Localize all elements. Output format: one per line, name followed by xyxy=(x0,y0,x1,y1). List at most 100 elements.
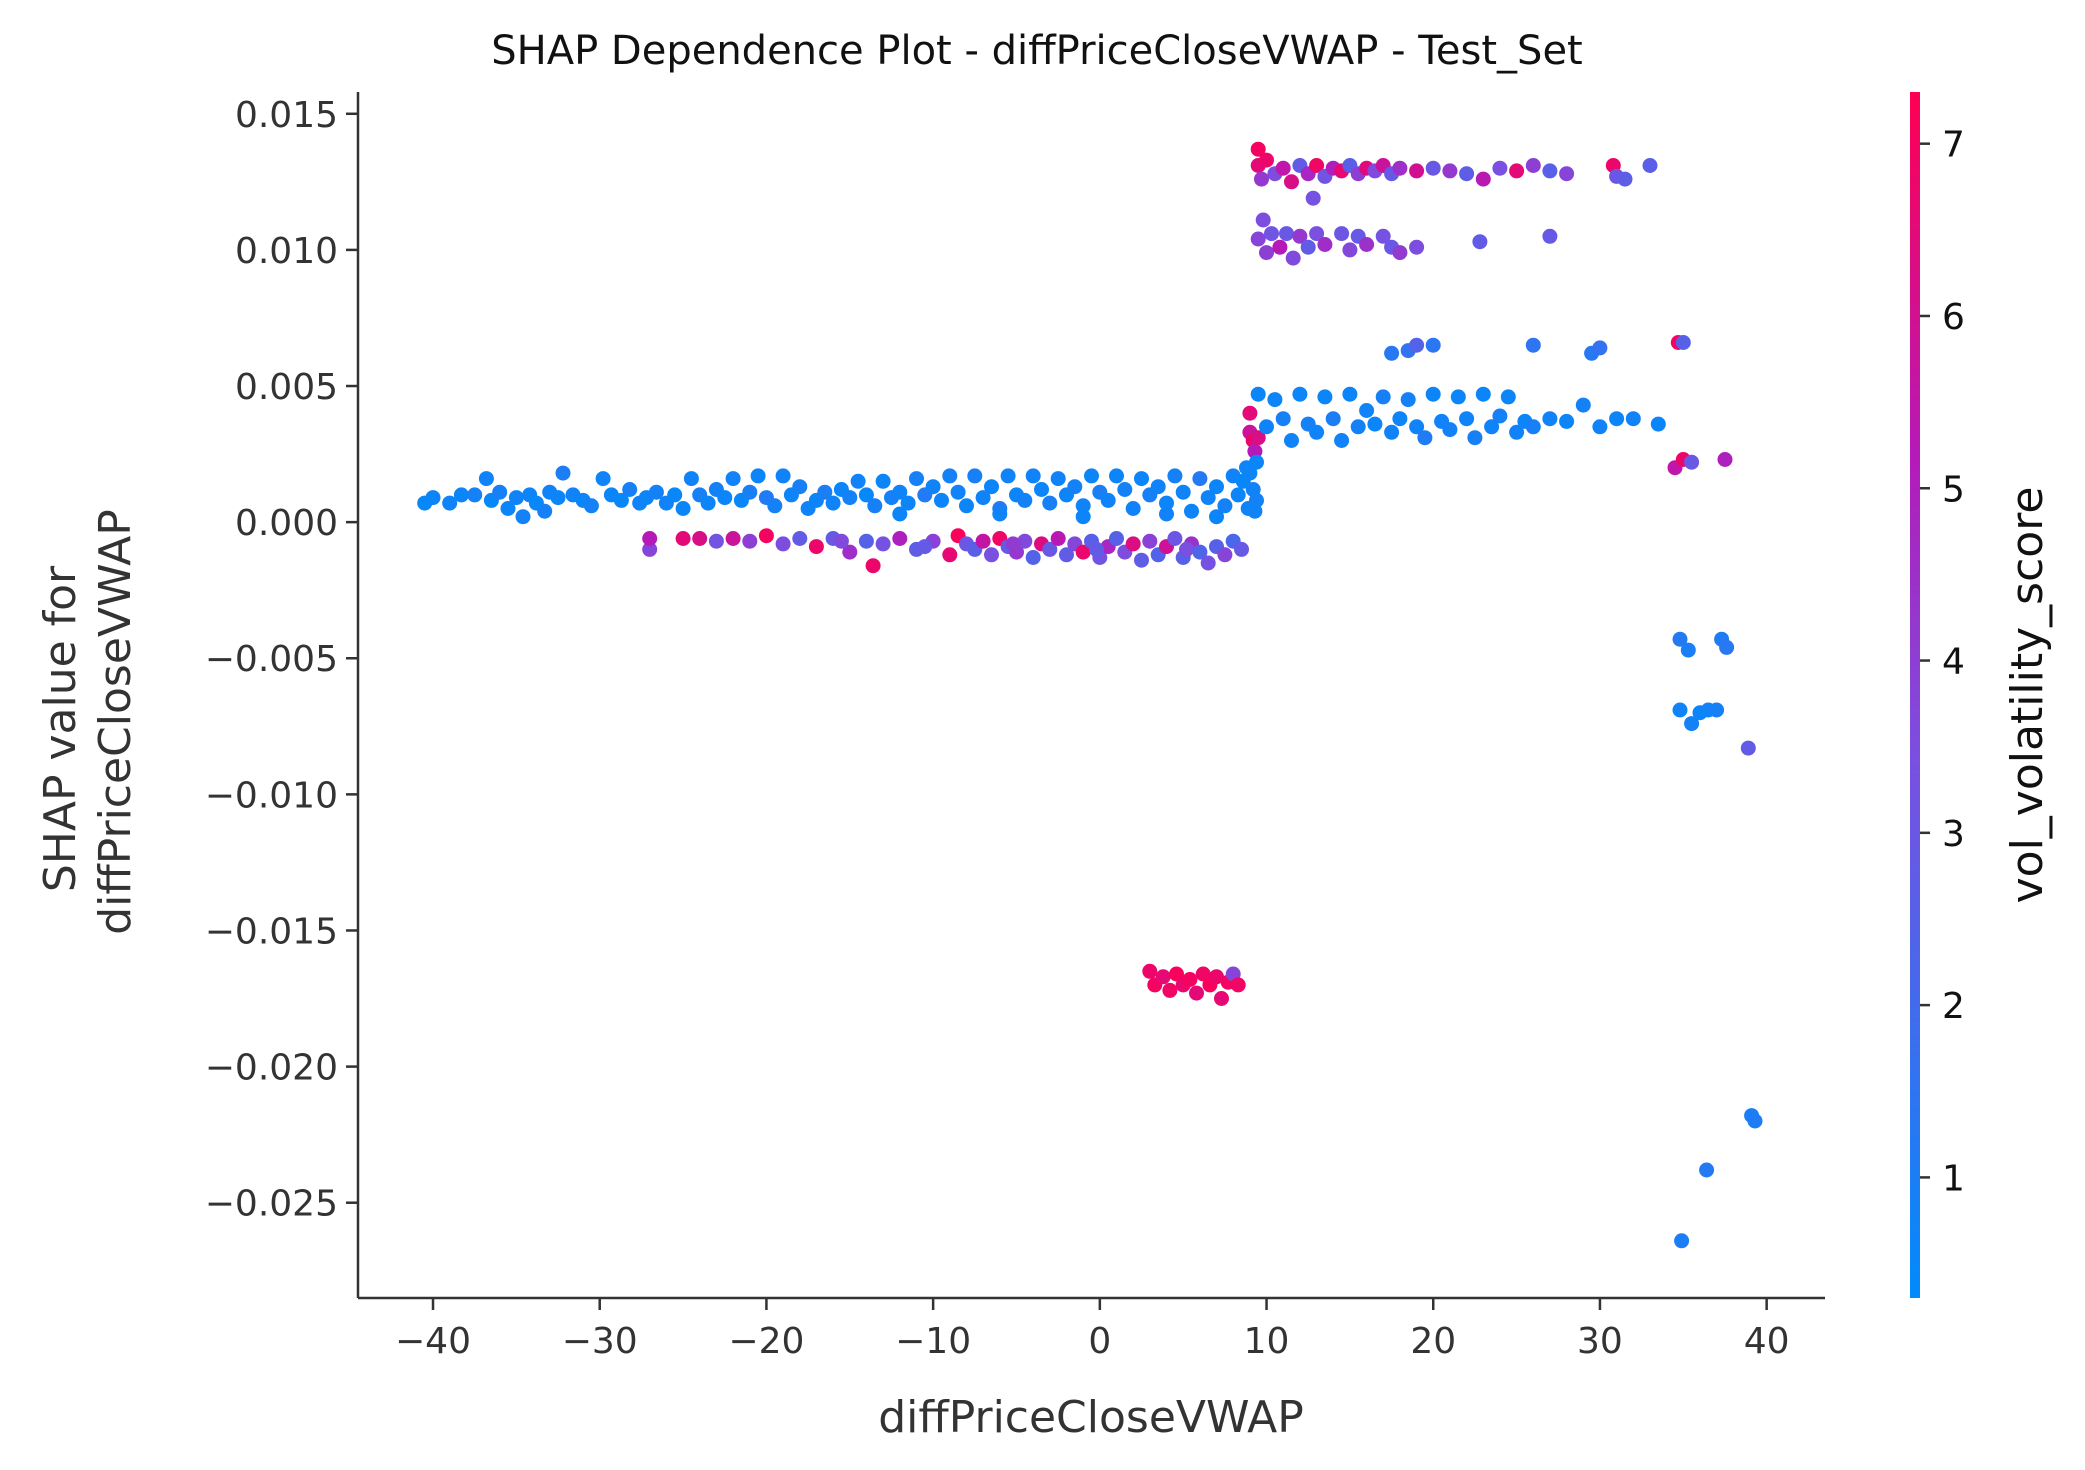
scatter-point xyxy=(1254,171,1269,187)
y-tick-label: −0.005 xyxy=(205,639,338,680)
scatter-point xyxy=(967,468,983,484)
scatter-point xyxy=(833,533,849,549)
scatter-point xyxy=(675,531,691,546)
scatter-point xyxy=(1317,237,1333,252)
scatter-point xyxy=(708,533,724,549)
scatter-point xyxy=(613,492,629,508)
scatter-point xyxy=(1279,226,1294,242)
scatter-point xyxy=(1134,471,1149,487)
scatter-point xyxy=(1117,482,1133,497)
scatter-point xyxy=(1334,433,1350,448)
scatter-point xyxy=(892,531,908,546)
scatter-point xyxy=(1475,386,1491,402)
scatter-point xyxy=(1375,389,1391,405)
scatter-point xyxy=(792,531,808,546)
scatter-point xyxy=(1559,413,1575,429)
scatter-point xyxy=(750,468,766,484)
scatter-point xyxy=(1005,536,1021,552)
scatter-point xyxy=(1255,212,1271,228)
scatter-point xyxy=(1409,337,1425,353)
scatter-point xyxy=(1242,465,1258,481)
scatter-point xyxy=(1325,411,1341,427)
scatter-point xyxy=(1342,386,1358,402)
scatter-point xyxy=(825,495,841,511)
scatter-point xyxy=(1075,498,1091,514)
scatter-point xyxy=(1285,250,1301,266)
scatter-point xyxy=(1159,495,1174,511)
colorbar xyxy=(1910,92,1920,1298)
scatter-point xyxy=(1050,531,1066,546)
x-tick-label: 10 xyxy=(1244,1321,1290,1362)
scatter-point xyxy=(1084,468,1099,484)
scatter-point xyxy=(875,536,891,552)
scatter-point xyxy=(1525,158,1541,173)
y-tick-label: 0.015 xyxy=(235,95,338,136)
scatter-point xyxy=(865,558,881,574)
scatter-point xyxy=(1359,403,1375,418)
scatter-point xyxy=(1025,468,1041,484)
scatter-point xyxy=(1017,492,1033,508)
scatter-point xyxy=(817,484,833,500)
scatter-point xyxy=(1159,506,1174,522)
scatter-point xyxy=(1284,433,1299,448)
scatter-point xyxy=(1709,702,1725,718)
scatter-point xyxy=(867,498,883,514)
scatter-point xyxy=(1179,541,1194,557)
scatter-point xyxy=(942,547,958,563)
scatter-point xyxy=(1264,226,1279,242)
scatter-point xyxy=(1175,484,1191,500)
scatter-point xyxy=(675,501,691,516)
scatter-point xyxy=(725,471,741,487)
scatter-point xyxy=(537,503,553,519)
scatter-point xyxy=(1525,337,1541,353)
scatter-point xyxy=(1675,335,1691,350)
scatter-point xyxy=(1409,419,1425,435)
scatter-point xyxy=(1492,160,1508,176)
scatter-point xyxy=(1230,487,1246,503)
x-tick-label: −30 xyxy=(562,1321,638,1362)
scatter-point xyxy=(550,490,566,506)
scatter-point xyxy=(667,487,683,503)
scatter-point xyxy=(1459,411,1475,427)
x-tick-label: −40 xyxy=(395,1321,471,1362)
scatter-point xyxy=(909,471,924,487)
scatter-point xyxy=(583,498,599,514)
colorbar-tick-label: 7 xyxy=(1942,125,1965,166)
scatter-point xyxy=(1100,492,1116,508)
y-tick-label: −0.020 xyxy=(205,1048,338,1089)
scatter-point xyxy=(1075,509,1091,525)
scatter-point xyxy=(1417,430,1433,446)
scatter-point xyxy=(1425,386,1441,402)
plot-area xyxy=(417,141,1763,1249)
scatter-point xyxy=(1342,242,1358,258)
scatter-point xyxy=(1425,337,1441,353)
scatter-point xyxy=(1617,171,1633,187)
scatter-point xyxy=(1250,231,1266,247)
y-tick-label: 0.010 xyxy=(235,231,338,272)
y-axis-label-line-2: diffPriceCloseVWAP xyxy=(90,509,141,935)
scatter-point xyxy=(842,544,858,560)
scatter-point xyxy=(508,490,524,506)
scatter-point xyxy=(1450,389,1466,405)
scatter-point xyxy=(1189,985,1204,1001)
scatter-point xyxy=(1209,509,1224,525)
scatter-point xyxy=(1017,533,1033,549)
scatter-point xyxy=(555,465,571,481)
scatter-point xyxy=(1234,541,1249,557)
scatter-point xyxy=(1192,544,1208,560)
scatter-point xyxy=(1169,966,1184,982)
scatter-point xyxy=(1025,550,1041,565)
scatter-point xyxy=(453,487,469,503)
scatter-point xyxy=(1284,174,1299,190)
scatter-point xyxy=(648,484,664,500)
scatter-point xyxy=(1192,471,1208,487)
y-tick-label: −0.010 xyxy=(205,775,338,816)
scatter-point xyxy=(1484,419,1500,435)
scatter-point xyxy=(1309,158,1325,173)
scatter-point xyxy=(1672,631,1688,647)
scatter-point xyxy=(478,471,494,487)
scatter-point xyxy=(1247,503,1263,519)
x-tick-label: 30 xyxy=(1577,1321,1623,1362)
scatter-point xyxy=(858,533,874,549)
scatter-point xyxy=(1674,1233,1690,1249)
